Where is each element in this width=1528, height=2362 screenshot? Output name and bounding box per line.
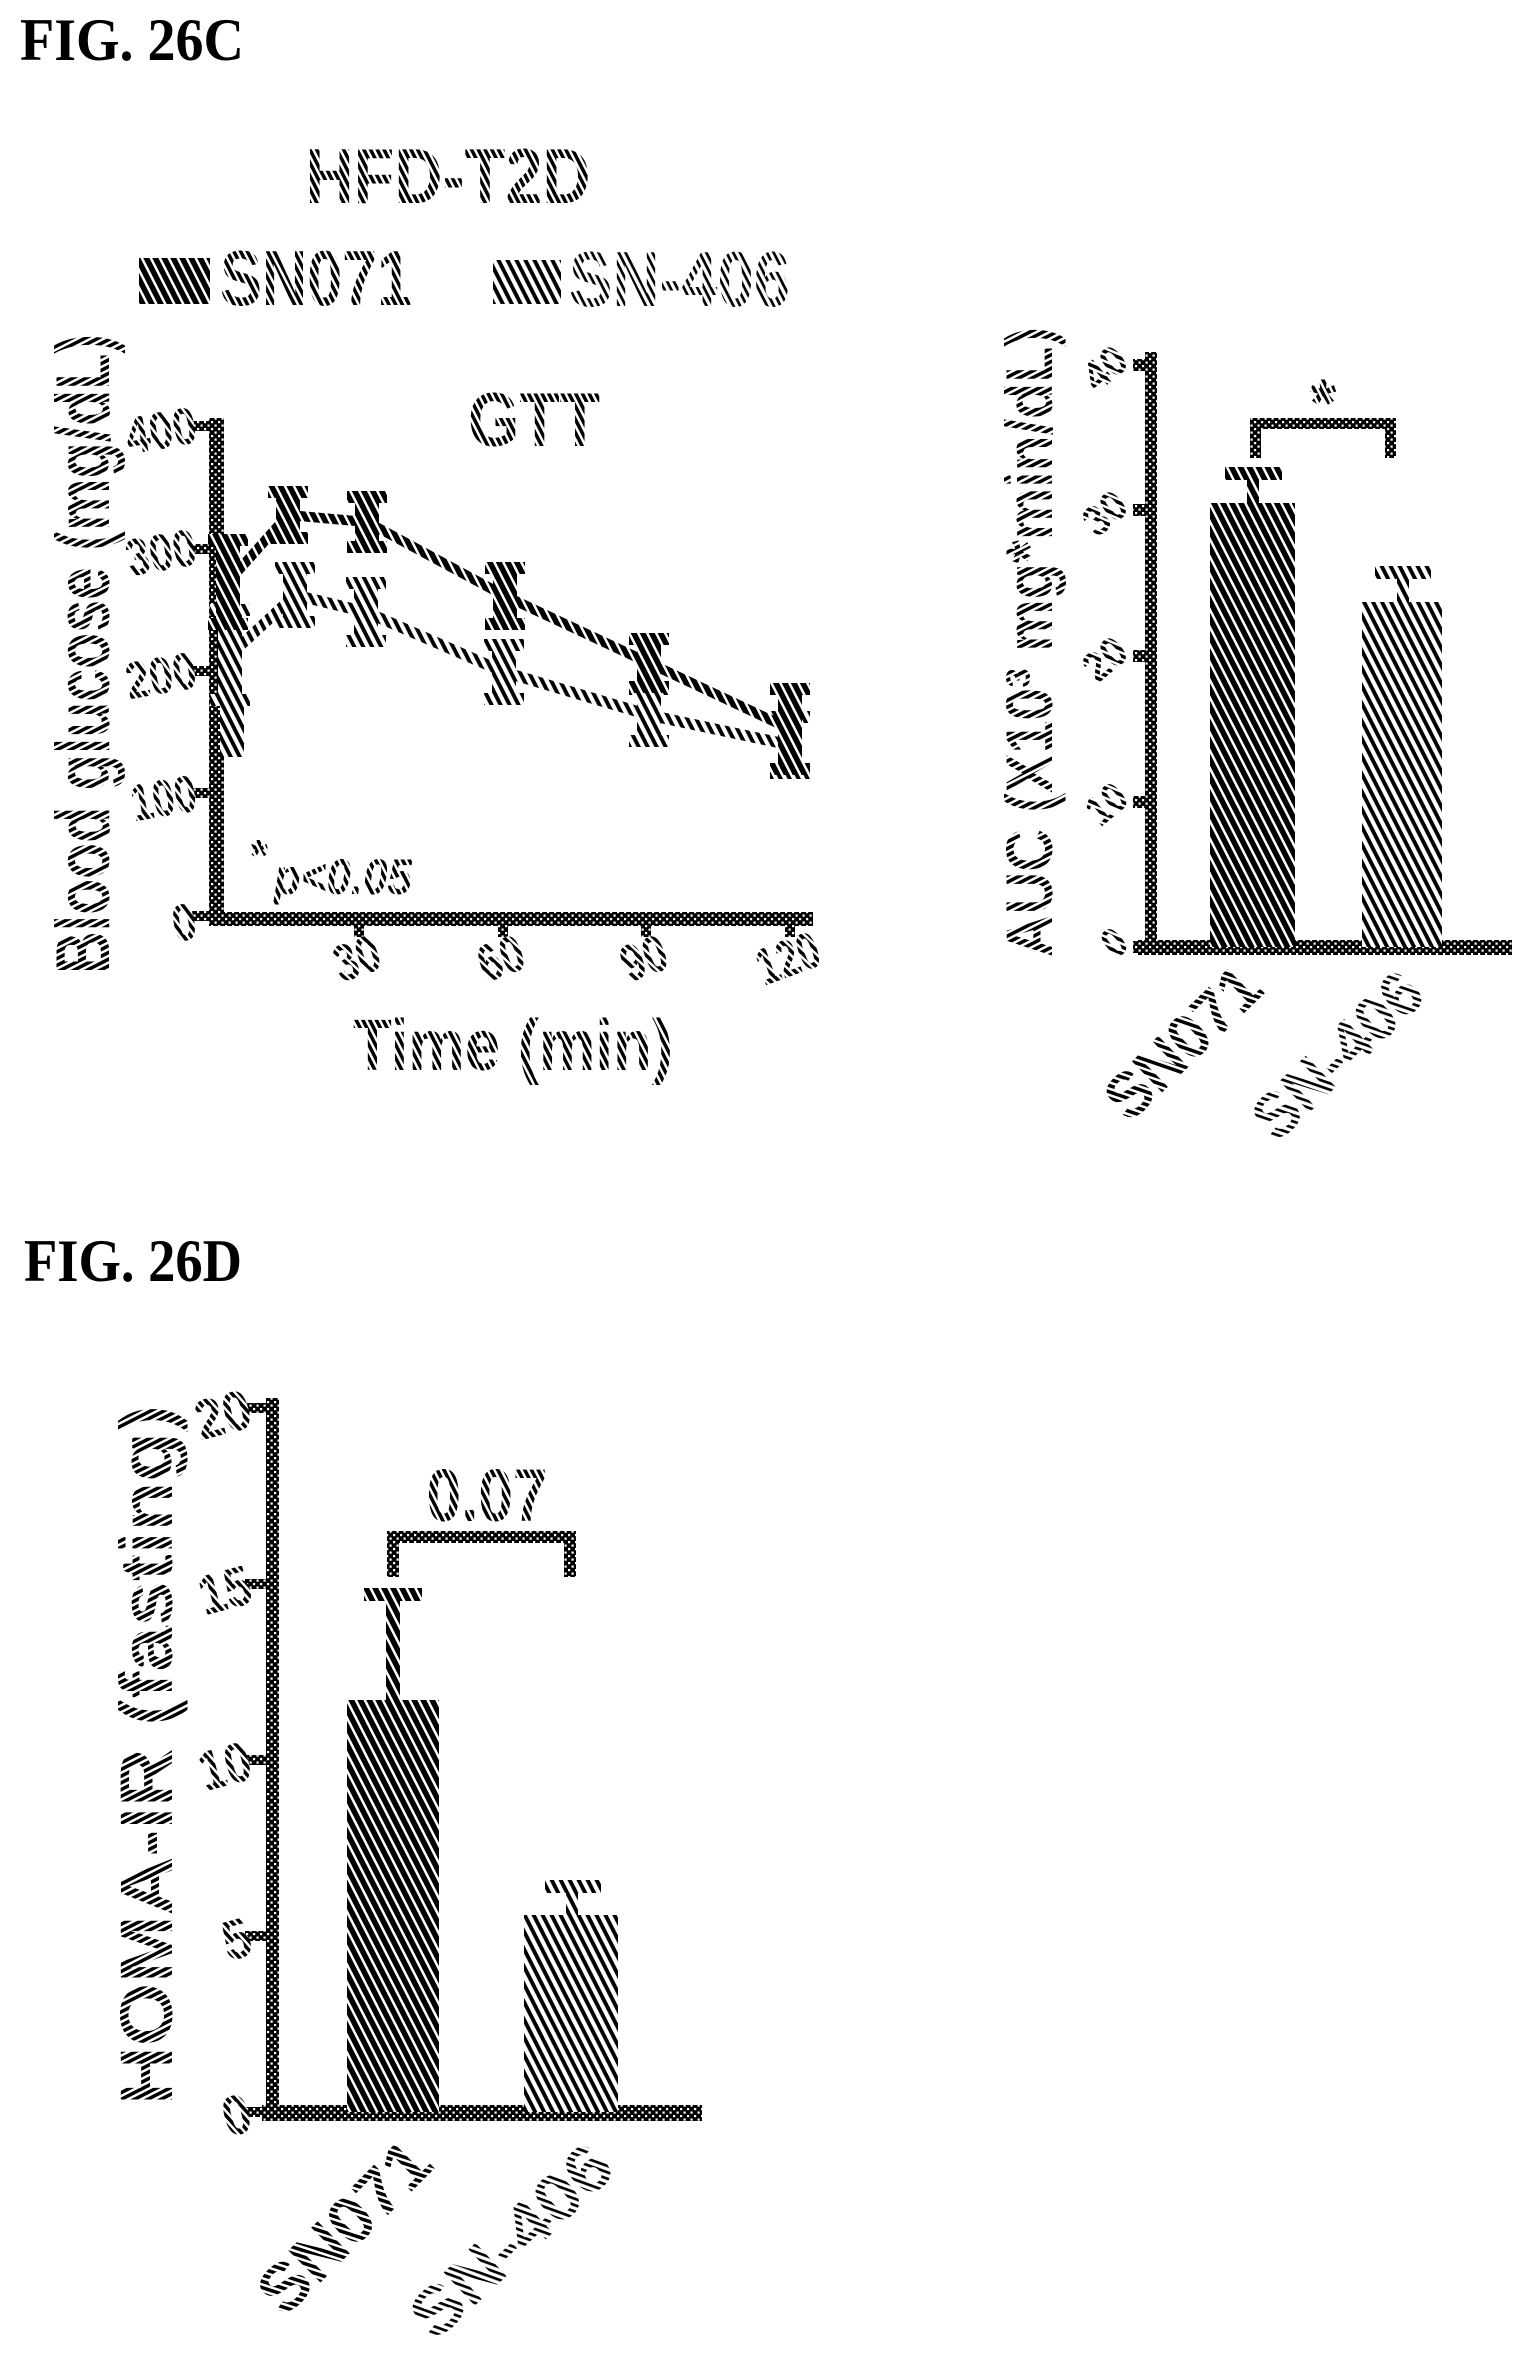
svg-text:0.07: 0.07: [427, 1454, 548, 1537]
svg-text:Time (min): Time (min): [353, 1006, 673, 1086]
svg-text:200: 200: [121, 642, 201, 711]
svg-text:FIG. 26C: FIG. 26C: [20, 7, 244, 73]
svg-text:HOMA-IR (fasting): HOMA-IR (fasting): [105, 1405, 188, 2105]
svg-text:FIG. 26D: FIG. 26D: [24, 1228, 242, 1294]
svg-text:*: *: [250, 830, 268, 882]
svg-text:400: 400: [121, 397, 201, 466]
svg-text:300: 300: [121, 519, 201, 588]
svg-text:GTT: GTT: [468, 378, 600, 463]
svg-text:Blood glucose (mg/dL): Blood glucose (mg/dL): [41, 334, 126, 974]
svg-text:HFD-T2D: HFD-T2D: [306, 132, 591, 220]
svg-text:SN-406: SN-406: [569, 235, 790, 323]
svg-text:p<0.05: p<0.05: [272, 849, 413, 905]
svg-text:AUC (X10³ mg*min/dL): AUC (X10³ mg*min/dL): [992, 327, 1066, 957]
svg-text:SN071: SN071: [220, 234, 412, 322]
svg-text:*: *: [1310, 365, 1337, 441]
svg-text:100: 100: [126, 765, 201, 834]
